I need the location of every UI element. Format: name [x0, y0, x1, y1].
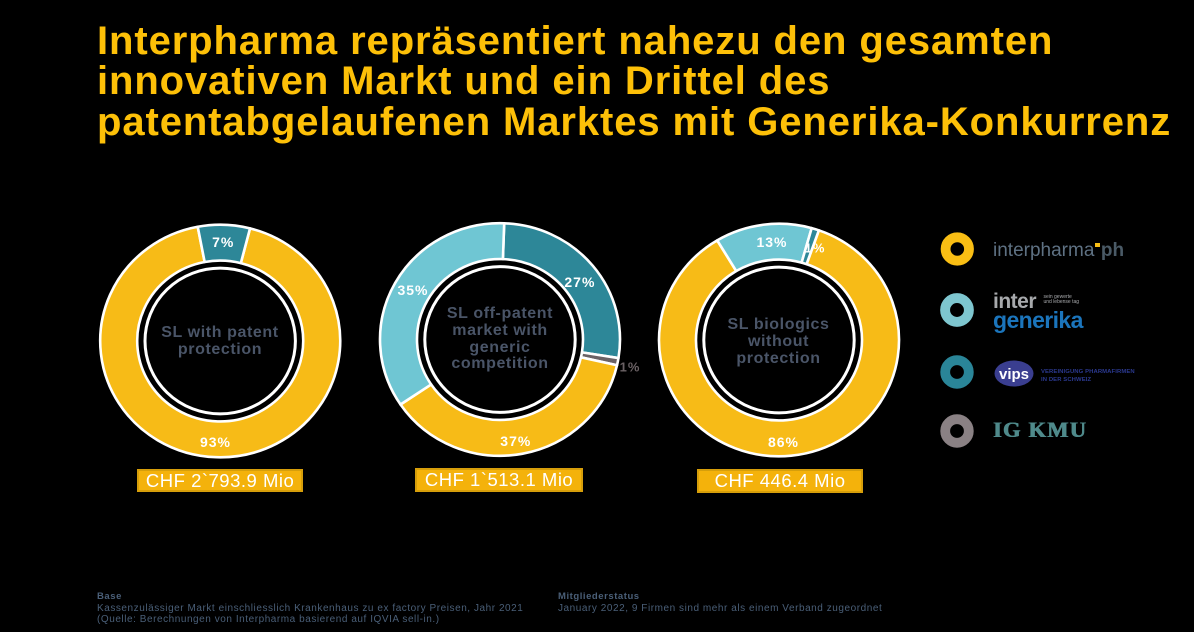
svg-text:vips: vips	[999, 366, 1029, 383]
